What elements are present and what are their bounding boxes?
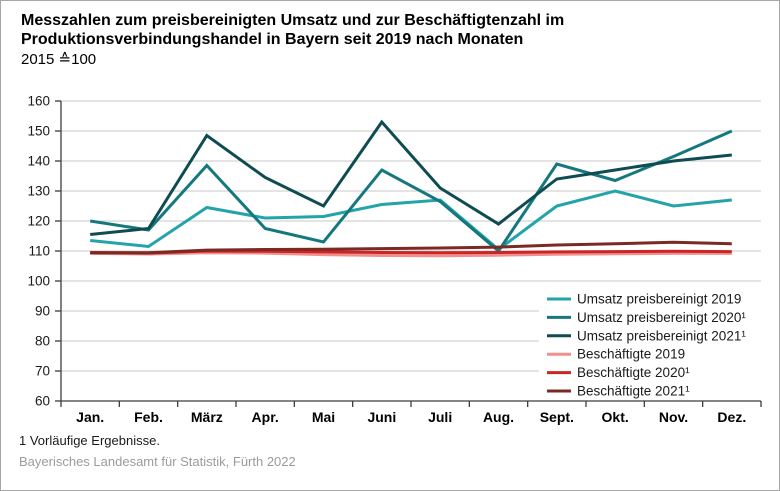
x-tick-label: Aug. (483, 409, 514, 425)
x-tick-label: Nov. (659, 409, 688, 425)
x-tick-label: Juli (428, 409, 452, 425)
y-tick-label: 110 (28, 244, 50, 259)
footnote: 1 Vorläufige Ergebnisse. (19, 433, 160, 448)
legend-box (539, 289, 769, 399)
y-tick-label: 90 (35, 304, 50, 319)
legend-label: Beschäftigte 2020¹ (577, 365, 690, 380)
y-tick-label: 150 (27, 124, 50, 139)
series-line-besch-ftigte-2019 (90, 251, 732, 258)
x-tick-label: Dez. (717, 409, 746, 425)
legend-label: Beschäftigte 2021¹ (577, 384, 690, 399)
legend-label: Umsatz preisbereinigt 2021¹ (577, 328, 746, 343)
series-line-umsatz-preisbereinigt-2019 (90, 189, 732, 252)
legend-label: Beschäftigte 2019 (577, 347, 685, 362)
y-tick-label: 130 (27, 184, 50, 199)
y-tick-label: 80 (35, 334, 50, 349)
x-tick-label: Jan. (76, 409, 104, 425)
series-line-umsatz-preisbereinigt-2020- (89, 129, 733, 254)
y-tick-label: 120 (27, 214, 50, 229)
chart-title: Messzahlen zum preisbereinigten Umsatz u… (21, 12, 565, 48)
y-tick-label: 60 (35, 394, 50, 409)
source-attribution: Bayerisches Landesamt für Statistik, Für… (19, 454, 296, 469)
series-line-umsatz-preisbereinigt-2021- (90, 119, 732, 236)
chart-subtitle: 2015 ≙100 (21, 51, 97, 68)
x-tick-label: Feb. (134, 409, 163, 425)
y-tick-label: 140 (27, 154, 50, 169)
legend-label: Umsatz preisbereinigt 2020¹ (577, 310, 746, 325)
y-tick-label: 100 (27, 274, 50, 289)
x-tick-label: März (191, 409, 223, 425)
y-tick-label: 70 (35, 364, 50, 379)
legend-label: Umsatz preisbereinigt 2019 (577, 292, 741, 307)
series-line-besch-ftigte-2021- (90, 240, 732, 255)
x-tick-label: Juni (367, 409, 396, 425)
chart-header: Messzahlen zum preisbereinigten Umsatz u… (21, 11, 651, 68)
x-tick-label: Mai (312, 409, 335, 425)
x-tick-label: Sept. (540, 409, 574, 425)
x-tick-label: Okt. (602, 409, 629, 425)
x-tick-label: Apr. (252, 409, 279, 425)
y-tick-label: 160 (27, 94, 50, 109)
